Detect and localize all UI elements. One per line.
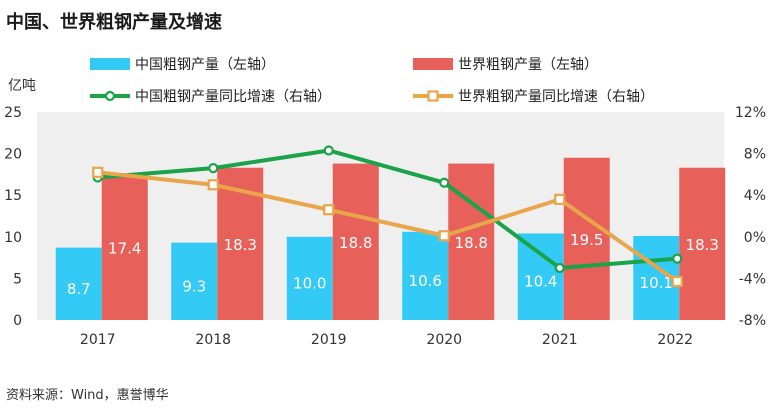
- y-tick-label: 15: [4, 188, 22, 204]
- y2-tick-label: -8%: [739, 313, 766, 329]
- series-line: [97, 148, 678, 270]
- bar-data-label: 10.0: [293, 274, 326, 292]
- bar: [517, 233, 564, 320]
- y-tick-label: 25: [4, 105, 22, 121]
- line-point: [554, 262, 565, 274]
- chart-title: 中国、世界粗钢产量及增速: [6, 12, 222, 33]
- y2-tick-label: -4%: [739, 271, 766, 287]
- legend-marker: [427, 90, 439, 102]
- legend-label: 中国粗钢产量同比增速（右轴）: [135, 89, 331, 105]
- bar-data-label: 19.5: [570, 231, 603, 249]
- y-tick-label: 0: [13, 313, 22, 329]
- bar: [332, 163, 379, 320]
- bar: [171, 242, 218, 320]
- legend-label: 世界粗钢产量（左轴）: [458, 57, 598, 73]
- line-point: [438, 230, 450, 242]
- series-line: [97, 170, 679, 284]
- bar-data-label: 18.3: [686, 236, 719, 254]
- bar-data-label: 18.3: [224, 236, 257, 254]
- bar: [402, 231, 449, 320]
- y2-tick-label: 8%: [744, 147, 766, 163]
- legend-marker: [104, 90, 116, 102]
- y2-tick-label: 12%: [735, 105, 766, 121]
- y2-tick-label: 0%: [744, 230, 766, 246]
- x-tick-label: 2018: [195, 332, 231, 348]
- bar-data-label: 8.7: [67, 280, 91, 298]
- bar: [101, 175, 148, 320]
- bar-data-label: 10.6: [409, 272, 442, 290]
- line-point: [323, 204, 335, 216]
- source-note: 资料来源：Wind，惠誉博华: [6, 388, 169, 403]
- line-point: [207, 179, 219, 191]
- line-point: [208, 163, 219, 174]
- x-tick-label: 2021: [542, 332, 578, 348]
- bar-data-label: 18.8: [339, 234, 372, 252]
- legend-swatch: [90, 58, 130, 70]
- bar: [563, 157, 610, 320]
- y-tick-label: 10: [4, 230, 22, 246]
- bar-data-label: 10.4: [524, 273, 557, 291]
- y-tick-label: 20: [4, 147, 22, 163]
- y-axis-label: 亿吨: [8, 78, 36, 94]
- legend-swatch: [413, 58, 453, 70]
- bar-data-label: 18.8: [455, 234, 488, 252]
- x-tick-label: 2017: [80, 332, 116, 348]
- line-point: [92, 166, 104, 178]
- line-point: [439, 177, 450, 188]
- x-tick-label: 2020: [426, 332, 462, 348]
- line-point: [554, 193, 566, 205]
- line-point: [671, 275, 683, 288]
- y-tick-label: 5: [13, 271, 22, 287]
- bar-data-label: 9.3: [182, 277, 206, 295]
- bar: [55, 247, 102, 320]
- line-point: [672, 253, 683, 264]
- x-tick-label: 2019: [311, 332, 347, 348]
- y2-tick-label: 4%: [744, 188, 766, 204]
- bar: [679, 167, 726, 320]
- bar-data-label: 17.4: [108, 240, 141, 258]
- bar-data-label: 10.1: [640, 274, 673, 292]
- bar: [286, 236, 333, 320]
- line-point: [323, 145, 334, 156]
- x-tick-label: 2022: [657, 332, 693, 348]
- legend-label: 中国粗钢产量（左轴）: [135, 57, 275, 73]
- legend-label: 世界粗钢产量同比增速（右轴）: [458, 89, 654, 105]
